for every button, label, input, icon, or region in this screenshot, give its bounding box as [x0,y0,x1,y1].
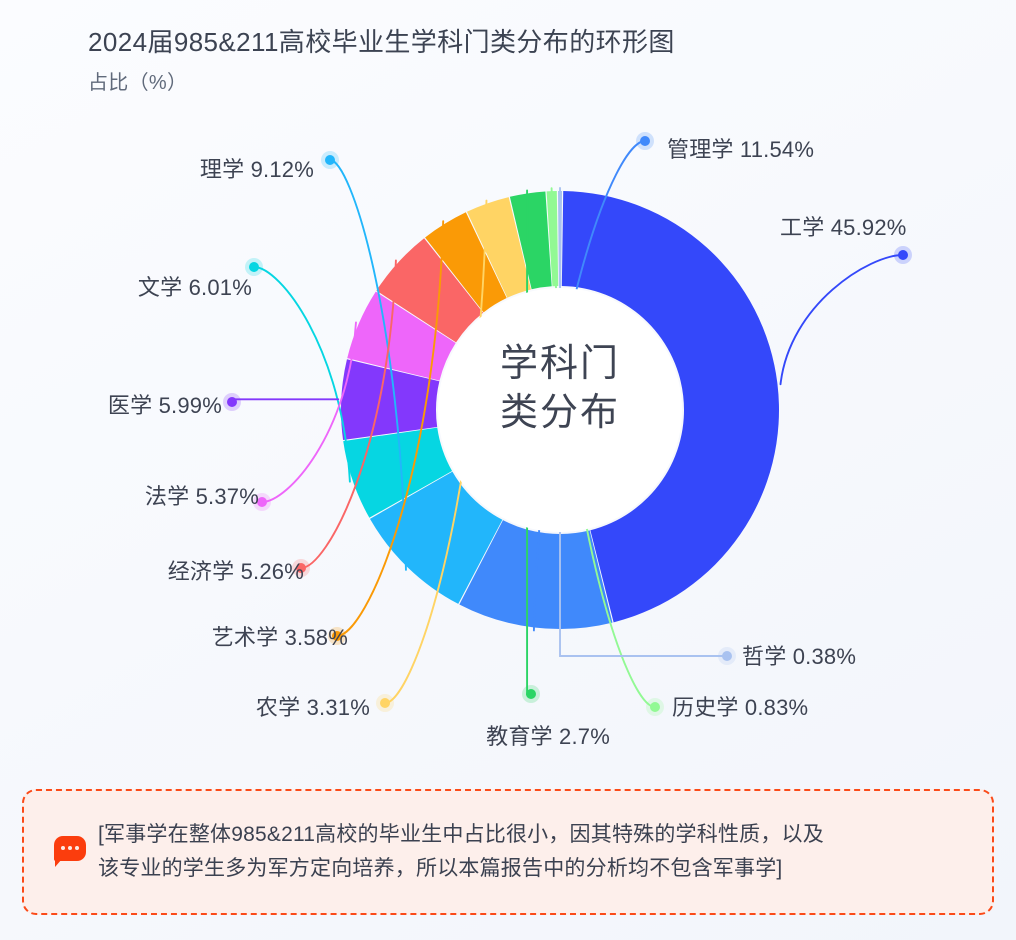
donut-slices[interactable] [341,191,779,629]
donut-slice[interactable] [341,359,440,440]
slice-label-faxue[interactable]: 法学 5.37% [144,484,259,509]
leader-line [231,398,340,403]
footnote-callout: [军事学在整体985&211高校的毕业生中占比很小，因其特殊的学科性质，以及 该… [22,789,994,915]
leader-dot[interactable] [898,250,908,260]
leader-dot[interactable] [650,702,660,712]
slice-label-gongxue[interactable]: 工学 45.92% [780,215,907,240]
chart-header: 2024届985&211高校毕业生学科门类分布的环形图 占比（%） [88,26,675,95]
footnote-line-2: 该专业的学生多为军方定向培养，所以本篇报告中的分析均不包含军事学] [98,857,783,880]
donut-slice[interactable] [509,191,552,290]
leader-line [336,220,445,637]
slice-label-lishixue[interactable]: 历史学 0.83% [672,695,809,720]
slice-label-jiaoyuxue[interactable]: 教育学 2.7% [486,724,610,749]
footnote-text: [军事学在整体985&211高校的毕业生中占比很小，因其特殊的学科性质，以及 该… [98,818,824,886]
slice-label-wenxue[interactable]: 文学 6.01% [137,275,252,300]
donut-slice[interactable] [343,427,453,518]
donut-chart: 学科门 类分布 管理学 11.54% 工学 45.92% 理学 9.12% 文学… [107,132,912,749]
donut-slice[interactable] [347,291,456,381]
leader-dot[interactable] [325,155,335,165]
leader-dot[interactable] [227,397,237,407]
chart-subtitle: 占比（%） [88,71,188,94]
leader-dot[interactable] [526,689,536,699]
slice-label-guanlixue[interactable]: 管理学 11.54% [667,137,815,162]
donut-slice[interactable] [466,197,531,298]
leader-dot[interactable] [640,136,650,146]
footnote-line-1: [军事学在整体985&211高校的毕业生中占比很小，因其特殊的学科性质，以及 [98,822,824,846]
comment-bubble-icon [54,835,86,867]
page-title: 2024届985&211高校毕业生学科门类分布的环形图 [88,27,675,57]
slice-label-yishuxue[interactable]: 艺术学 3.58% [211,625,348,650]
leader-line [261,321,357,503]
leader-line [779,254,904,386]
leader-dot[interactable] [380,698,390,708]
slice-label-zhexue[interactable]: 哲学 0.38% [742,644,857,669]
leader-dot[interactable] [296,563,306,573]
slice-label-lixue[interactable]: 理学 9.12% [199,157,314,182]
donut-slice[interactable] [425,212,507,313]
leader-dot[interactable] [722,651,732,661]
leader-line [253,266,351,483]
leader-line [329,159,407,571]
donut-chart-svg [223,132,912,716]
leader-dot[interactable] [249,262,259,272]
leader-dot[interactable] [257,497,267,507]
donut-hole [438,288,682,532]
slice-label-nongxue[interactable]: 农学 3.31% [255,695,370,720]
slice-label-jingjixue[interactable]: 经济学 5.26% [167,559,304,584]
leader-line [300,259,397,569]
slice-label-yixue[interactable]: 医学 5.99% [107,393,222,418]
donut-slice[interactable] [376,238,484,343]
donut-slice[interactable] [561,191,779,623]
leader-dot[interactable] [332,631,342,641]
